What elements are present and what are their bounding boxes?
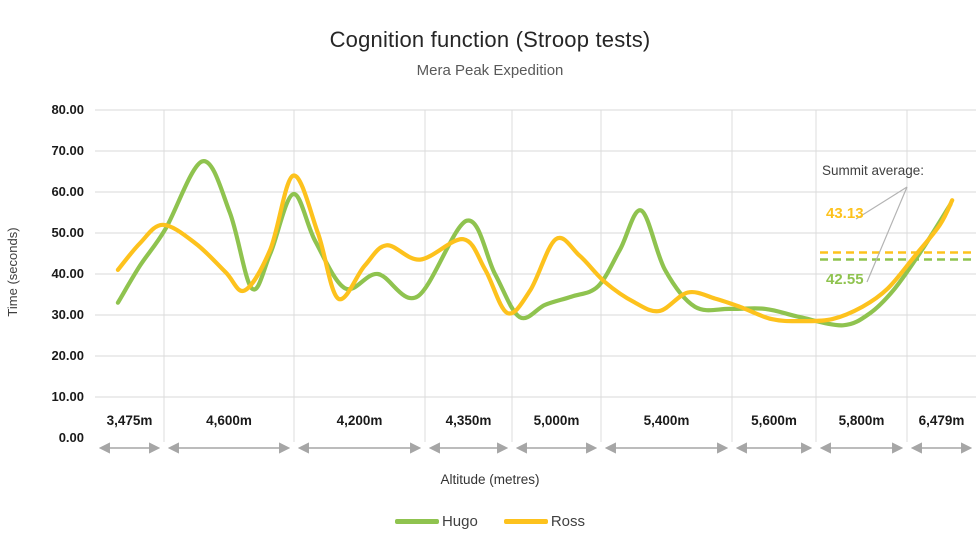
ross-line-swatch-icon [503, 519, 548, 524]
summit-average-ross-value: 43.13 [826, 205, 864, 222]
series-curves [115, 159, 955, 328]
x-category-label: 4,350m [445, 413, 492, 428]
y-tick-label: 20.00 [51, 348, 84, 363]
y-tick-label: 30.00 [51, 307, 84, 322]
chart-title: Cognition function (Stroop tests) [329, 27, 651, 52]
legend: Hugo Ross [0, 513, 980, 530]
y-tick-label: 60.00 [51, 184, 84, 199]
x-category-label: 6,479m [918, 413, 965, 428]
horizontal-gridlines [95, 109, 976, 398]
y-tick-label: 0.00 [58, 430, 84, 445]
series-line-ross [115, 173, 955, 324]
y-tick-label: 40.00 [51, 266, 84, 281]
legend-label-ross: Ross [550, 513, 586, 530]
x-category-label: 5,800m [838, 413, 885, 428]
x-axis-title: Altitude (metres) [440, 472, 540, 487]
x-category-label: 4,600m [206, 413, 252, 428]
x-category-label: 5,400m [643, 413, 690, 428]
annotation-leader-lines [855, 186, 908, 283]
legend-item-ross: Ross [503, 513, 586, 530]
y-tick-label: 50.00 [51, 225, 84, 240]
x-category-label: 5,600m [751, 413, 797, 428]
legend-label-hugo: Hugo [441, 513, 478, 530]
summit-average-label: Summit average: [822, 163, 925, 178]
x-category-label: 5,000m [533, 413, 580, 428]
series-line-hugo [115, 159, 953, 328]
hugo-line-swatch-icon [394, 519, 439, 524]
x-category-label: 4,200m [336, 413, 383, 428]
x-category-label: 3,475m [106, 413, 153, 428]
y-tick-label: 10.00 [51, 389, 84, 404]
legend-item-hugo: Hugo [394, 513, 478, 530]
summit-average-dashed-lines [820, 251, 976, 261]
chart-subtitle: Mera Peak Expedition [416, 62, 564, 79]
summit-average-hugo-value: 42.55 [826, 271, 864, 288]
y-tick-label: 70.00 [51, 143, 84, 158]
y-tick-label: 80.00 [51, 102, 84, 117]
